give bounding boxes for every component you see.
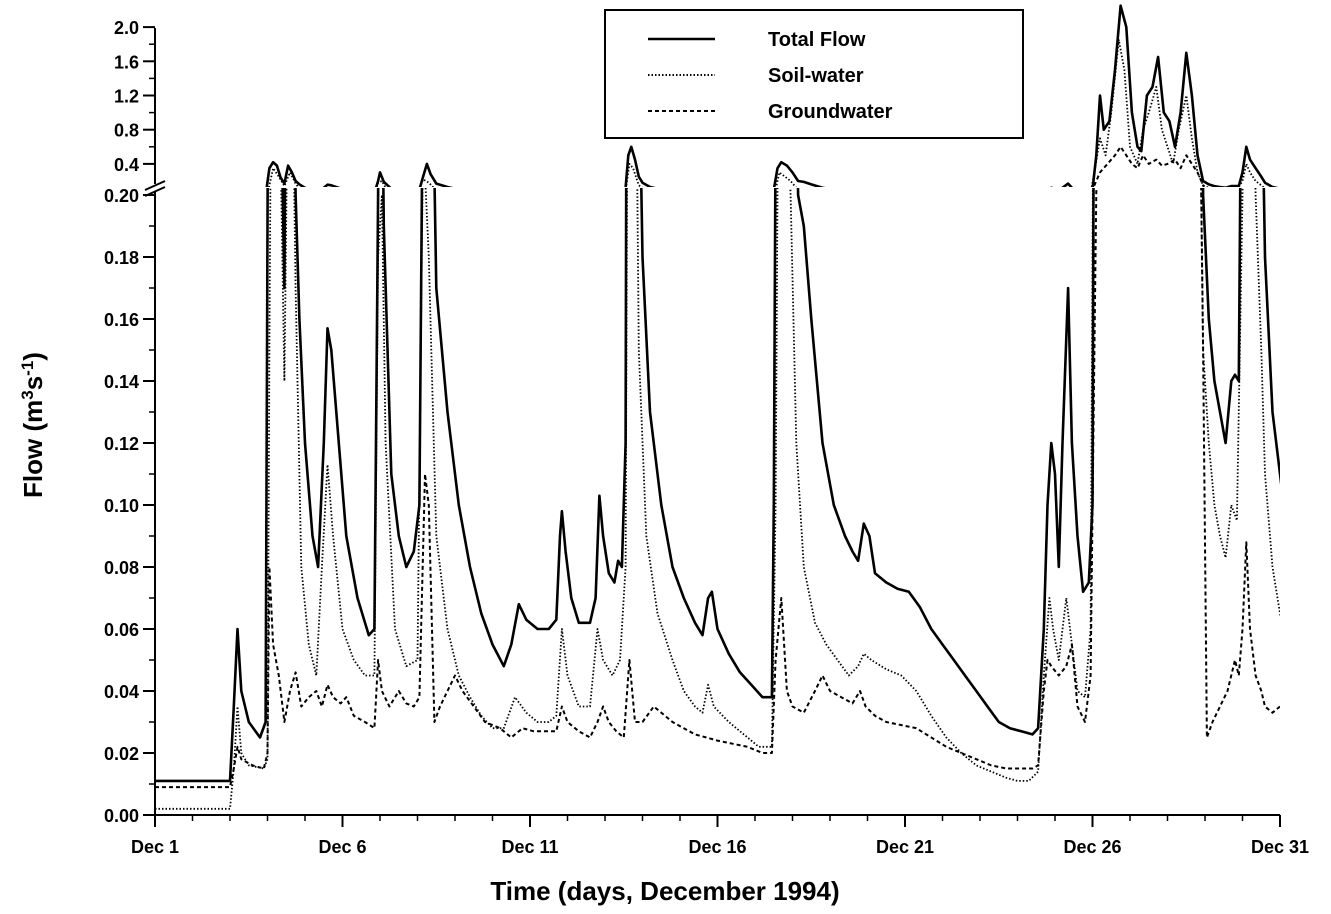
y-tick-label: 0.20 xyxy=(104,186,139,206)
axes xyxy=(143,26,1281,827)
y-axis-title-sup1: 3 xyxy=(18,390,37,399)
y-tick-label: 2.0 xyxy=(114,18,139,38)
y-axis-title-end: ) xyxy=(18,352,48,361)
x-axis-title: Time (days, December 1994) xyxy=(490,876,839,906)
y-axis-title-sup2: -1 xyxy=(18,361,37,376)
series-line-groundwater-upper xyxy=(1092,145,1205,187)
y-axis-title-mid: s xyxy=(18,376,48,390)
x-tick-label: Dec 11 xyxy=(501,837,558,857)
y-tick-label: 0.02 xyxy=(104,744,139,764)
y-tick-label: 0.8 xyxy=(114,121,139,141)
series-line-total-flow-upper xyxy=(265,4,1279,187)
series-line-total-flow-lower xyxy=(155,188,1280,783)
y-tick-label: 0.12 xyxy=(104,434,139,454)
x-tick-label: Dec 1 xyxy=(131,837,179,857)
y-tick-label: 0.14 xyxy=(104,372,139,392)
y-tick-label: 0.08 xyxy=(104,558,139,578)
y-tick-label: 0.06 xyxy=(104,620,139,640)
legend-box xyxy=(604,9,1024,139)
y-tick-label: 0.18 xyxy=(104,248,139,268)
y-tick-label: 0.04 xyxy=(104,682,139,702)
axis-break-mark xyxy=(144,180,166,191)
legend-label-groundwater: Groundwater xyxy=(768,101,893,123)
x-tick-label: Dec 6 xyxy=(318,837,366,857)
y-axis-title-main: Flow (m xyxy=(18,400,48,498)
y-tick-label: 0.16 xyxy=(104,310,139,330)
x-tick-label: Dec 26 xyxy=(1063,837,1121,857)
tick-labels: Dec 1 Dec 6 Dec 11 Dec 16 Dec 21 Dec 26 Dec 31… xyxy=(104,18,1309,857)
y-tick-label: 0.4 xyxy=(114,155,139,175)
x-tick-label: Dec 31 xyxy=(1251,837,1309,857)
series-upper xyxy=(265,4,1279,187)
legend-label-soil-water: Soil-water xyxy=(768,65,864,87)
y-tick-label: 1.6 xyxy=(114,52,139,72)
x-tick-label: Dec 16 xyxy=(688,837,746,857)
series-lower xyxy=(155,188,1280,810)
y-tick-label: 0.10 xyxy=(104,496,139,516)
y-axis-title: Flow (m3s-1) xyxy=(18,352,49,498)
x-tick-label: Dec 21 xyxy=(876,837,934,857)
y-tick-label: 1.2 xyxy=(114,87,139,107)
y-tick-label: 0.00 xyxy=(104,806,139,826)
legend-label-total-flow: Total Flow xyxy=(768,29,866,51)
series-line-groundwater-lower xyxy=(155,188,1280,789)
legend: Total Flow Soil-water Groundwater xyxy=(604,9,1024,139)
